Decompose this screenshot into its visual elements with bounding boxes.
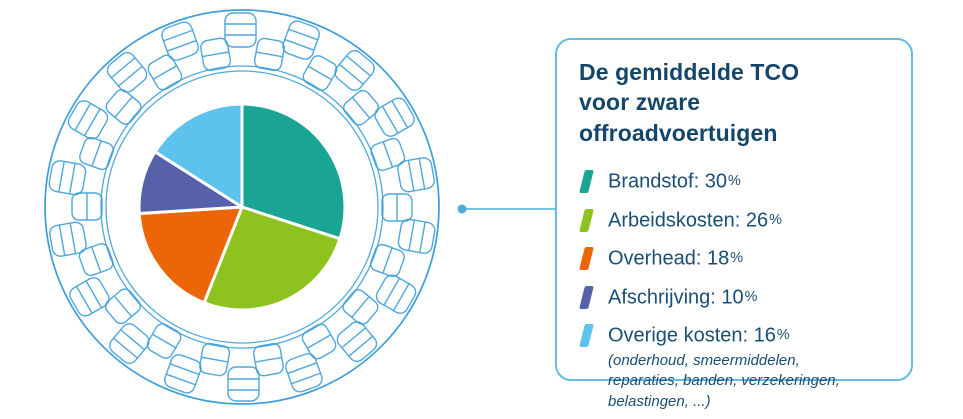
pie-slice-overige-kosten: [153, 102, 244, 209]
legend-title: De gemiddelde TCO voor zware offroadvoer…: [579, 57, 887, 148]
legend-item-note: (onderhoud, smeermiddelen, reparaties, b…: [608, 351, 840, 410]
swatch-afschrijving-icon: [579, 285, 594, 309]
pie-slice-arbeidskosten: [202, 205, 342, 312]
pie-slice-brandstof: [240, 102, 347, 241]
swatch-overige-kosten-icon: [579, 324, 594, 348]
legend-item-label: Brandstof: 30%: [608, 170, 741, 193]
legend-item-label: Overige kosten: 16%: [608, 324, 790, 347]
legend-rows: Brandstof: 30% Arbeidskosten: 26% Overhe…: [579, 169, 887, 412]
legend-item-label: Overhead: 18%: [608, 247, 743, 270]
legend-item-label: Arbeidskosten: 26%: [608, 209, 782, 232]
legend-item-label: Afschrijving: 10%: [608, 286, 758, 309]
legend-card: De gemiddelde TCO voor zware offroadvoer…: [555, 38, 913, 410]
legend-title-line2: voor zware offroadvoertuigen: [579, 89, 778, 146]
swatch-overhead-icon: [579, 247, 594, 271]
swatch-arbeidskosten-icon: [579, 208, 594, 232]
legend-item-overhead: Overhead: 18%: [579, 246, 887, 271]
legend-item-afschrijving: Afschrijving: 10%: [579, 285, 887, 310]
connector: [457, 204, 556, 214]
tire-tread-illustration: [42, 9, 442, 405]
pie-chart: [137, 102, 347, 312]
connector-dot-icon: [457, 204, 467, 214]
legend-item-arbeidskosten: Arbeidskosten: 26%: [579, 208, 887, 233]
legend-item-overige-kosten: Overige kosten: 16% (onderhoud, smeermid…: [579, 323, 887, 412]
legend-title-line1: De gemiddelde TCO: [579, 59, 800, 85]
pie-slice-overhead: [137, 205, 244, 305]
swatch-brandstof-icon: [579, 170, 594, 194]
legend-item-brandstof: Brandstof: 30%: [579, 169, 887, 194]
